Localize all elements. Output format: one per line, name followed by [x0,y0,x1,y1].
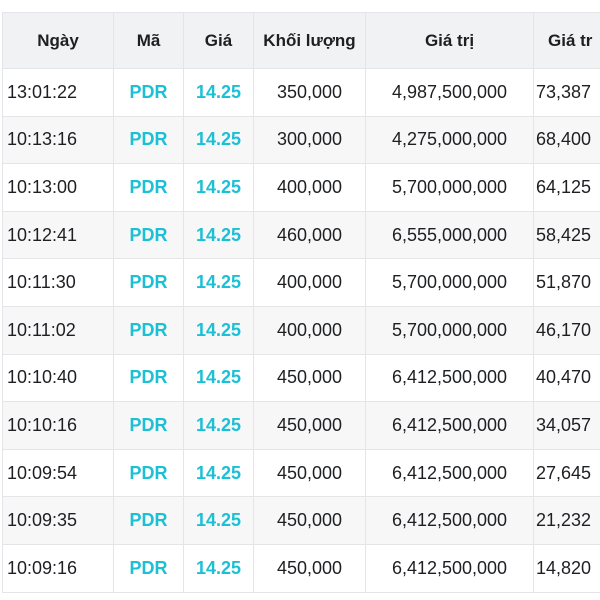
trade-price: 14.25 [183,305,254,355]
table-row[interactable]: 10:09:54 PDR 14.25 450,000 6,412,500,000 27,6… [2,448,600,498]
stock-code: PDR [113,68,184,117]
trade-volume: 400,000 [253,163,366,212]
stock-code: PDR [113,115,184,165]
cumulative-value: 21,232 [533,496,600,545]
stock-code: PDR [113,210,184,260]
table-row[interactable]: 10:09:35 PDR 14.25 450,000 6,412,500,000 21,2… [2,496,600,545]
trade-time: 10:11:30 [2,258,114,307]
header-value[interactable]: Giá trị [365,12,534,69]
trade-price: 14.25 [183,543,254,593]
table-header-row: Ngày Mã Giá Khối lượng Giá trị Giá tr [2,12,600,69]
table-row[interactable]: 10:13:16 PDR 14.25 300,000 4,275,000,000 68,4… [2,115,600,165]
trade-history-table: Ngày Mã Giá Khối lượng Giá trị Giá tr 13… [2,12,600,593]
trade-time: 10:09:54 [2,448,114,498]
trade-volume: 450,000 [253,401,366,450]
table-row[interactable]: 10:13:00 PDR 14.25 400,000 5,700,000,000 64,1… [2,163,600,212]
header-date[interactable]: Ngày [2,12,114,69]
trade-price: 14.25 [183,163,254,212]
trade-value: 6,412,500,000 [365,353,534,403]
trade-volume: 450,000 [253,353,366,403]
table-row[interactable]: 10:12:41 PDR 14.25 460,000 6,555,000,000 58,4… [2,210,600,260]
table-row[interactable]: 10:09:16 PDR 14.25 450,000 6,412,500,000 14,8… [2,543,600,593]
trade-time: 10:09:16 [2,543,114,593]
cumulative-value: 46,170 [533,305,600,355]
trade-value: 4,275,000,000 [365,115,534,165]
trade-value: 5,700,000,000 [365,163,534,212]
cumulative-value: 40,470 [533,353,600,403]
table-row[interactable]: 10:10:40 PDR 14.25 450,000 6,412,500,000 40,4… [2,353,600,403]
trade-value: 4,987,500,000 [365,68,534,117]
stock-code: PDR [113,353,184,403]
trade-time: 10:13:16 [2,115,114,165]
cumulative-value: 34,057 [533,401,600,450]
table-row[interactable]: 10:11:02 PDR 14.25 400,000 5,700,000,000 46,1… [2,305,600,355]
cumulative-value: 51,870 [533,258,600,307]
stock-code: PDR [113,258,184,307]
trade-value: 5,700,000,000 [365,258,534,307]
cumulative-value: 27,645 [533,448,600,498]
trade-volume: 400,000 [253,258,366,307]
trade-volume: 350,000 [253,68,366,117]
cumulative-value: 64,125 [533,163,600,212]
header-volume[interactable]: Khối lượng [253,12,366,69]
header-code[interactable]: Mã [113,12,184,69]
trade-price: 14.25 [183,353,254,403]
trade-value: 6,412,500,000 [365,448,534,498]
trade-volume: 400,000 [253,305,366,355]
stock-code: PDR [113,401,184,450]
trade-price: 14.25 [183,496,254,545]
trade-price: 14.25 [183,210,254,260]
cumulative-value: 73,387 [533,68,600,117]
trade-price: 14.25 [183,115,254,165]
stock-code: PDR [113,163,184,212]
stock-code: PDR [113,305,184,355]
table-row[interactable]: 10:11:30 PDR 14.25 400,000 5,700,000,000 51,8… [2,258,600,307]
trade-value: 6,412,500,000 [365,496,534,545]
trade-price: 14.25 [183,401,254,450]
trade-time: 10:09:35 [2,496,114,545]
trade-volume: 450,000 [253,543,366,593]
trade-price: 14.25 [183,448,254,498]
cumulative-value: 68,400 [533,115,600,165]
trade-time: 10:12:41 [2,210,114,260]
trade-volume: 300,000 [253,115,366,165]
stock-code: PDR [113,496,184,545]
cumulative-value: 14,820 [533,543,600,593]
stock-code: PDR [113,543,184,593]
trade-value: 5,700,000,000 [365,305,534,355]
trade-price: 14.25 [183,68,254,117]
trade-history-table-container: Ngày Mã Giá Khối lượng Giá trị Giá tr 13… [2,12,600,593]
header-price[interactable]: Giá [183,12,254,69]
trade-value: 6,412,500,000 [365,543,534,593]
table-row[interactable]: 10:10:16 PDR 14.25 450,000 6,412,500,000 34,0… [2,401,600,450]
trade-time: 10:11:02 [2,305,114,355]
stock-code: PDR [113,448,184,498]
trade-value: 6,555,000,000 [365,210,534,260]
trade-price: 14.25 [183,258,254,307]
trade-value: 6,412,500,000 [365,401,534,450]
trade-time: 10:13:00 [2,163,114,212]
table-row[interactable]: 13:01:22 PDR 14.25 350,000 4,987,500,000 73,3… [2,68,600,117]
trade-time: 10:10:16 [2,401,114,450]
trade-time: 10:10:40 [2,353,114,403]
trade-volume: 460,000 [253,210,366,260]
trade-time: 13:01:22 [2,68,114,117]
trade-volume: 450,000 [253,448,366,498]
cumulative-value: 58,425 [533,210,600,260]
trade-volume: 450,000 [253,496,366,545]
header-cumulative-value[interactable]: Giá tr [533,12,600,69]
